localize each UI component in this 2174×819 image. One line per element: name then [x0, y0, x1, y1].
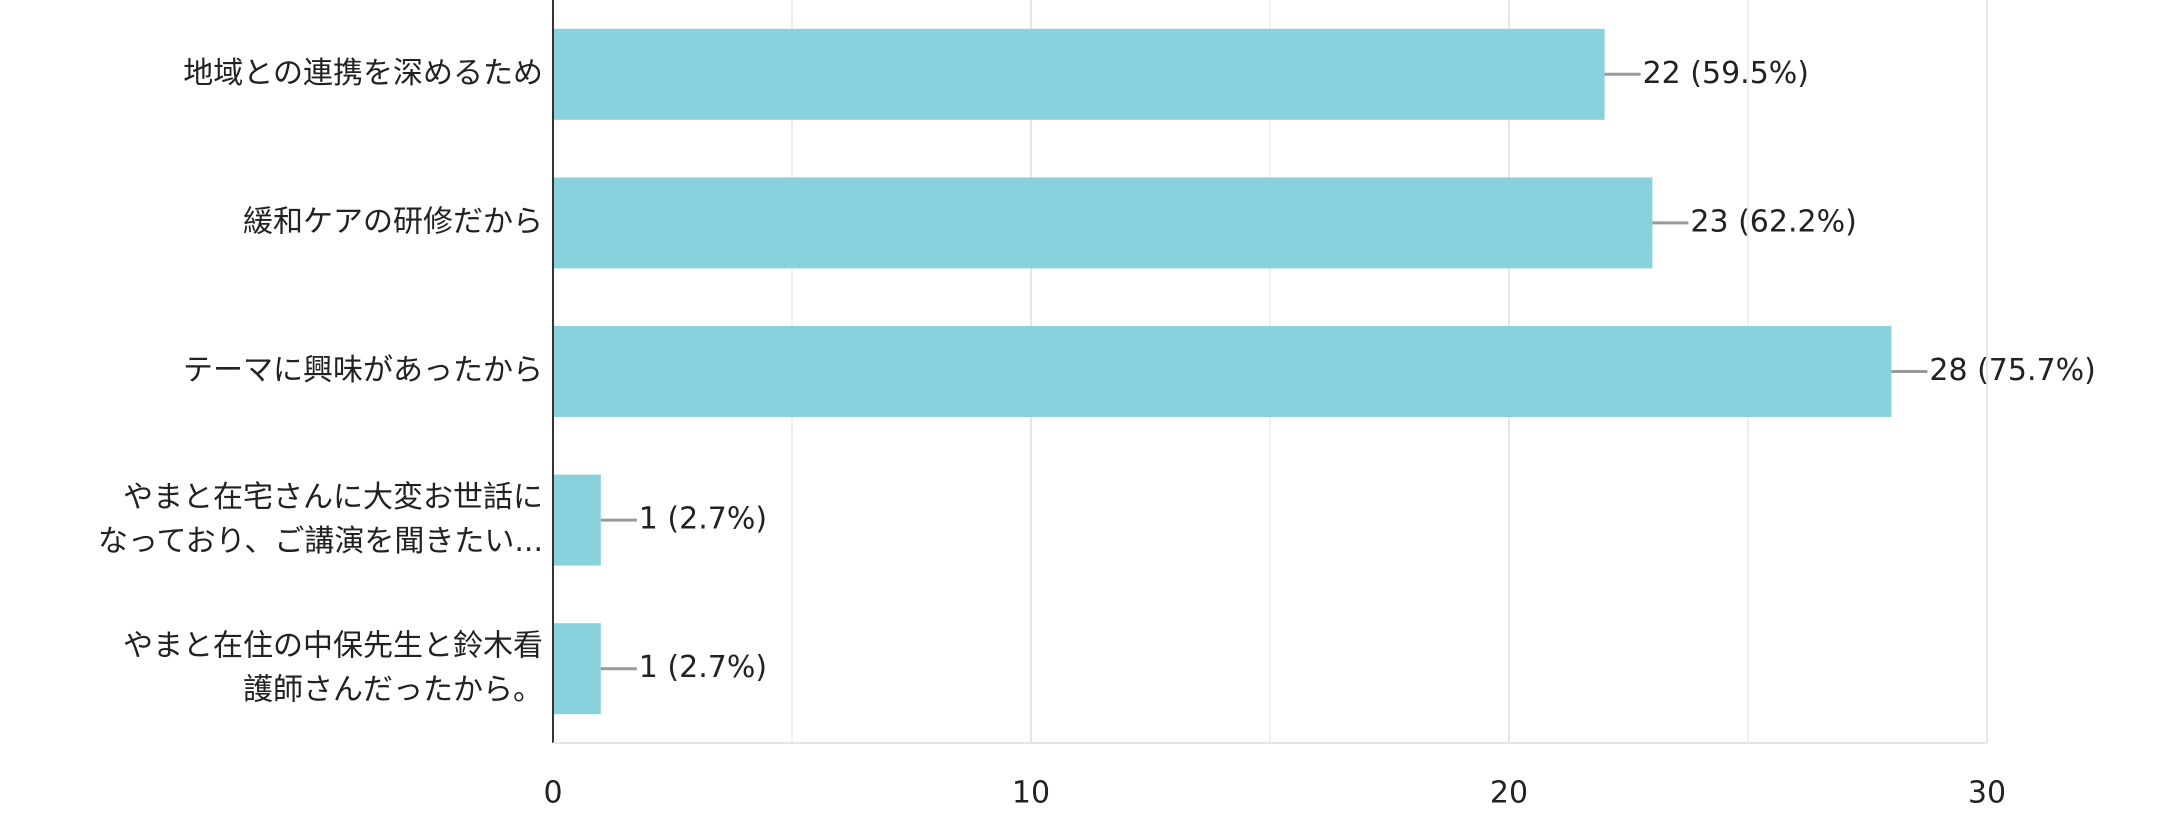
- bar: [553, 177, 1653, 269]
- value-label: 28 (75.7%): [1929, 353, 2095, 388]
- value-label: 1 (2.7%): [639, 502, 767, 537]
- value-label: 1 (2.7%): [639, 650, 767, 685]
- x-tick-label: 0: [543, 776, 562, 811]
- value-label: 22 (59.5%): [1643, 56, 1809, 91]
- y-tick-label: 地域との連携を深めるため: [183, 56, 543, 91]
- y-tick-label: やまと在住の中保先生と鈴木看護師さんだったから。: [123, 628, 543, 707]
- y-tick-label: やまと在宅さんに大変お世話になっており、ご講演を聞きたい...: [98, 480, 543, 559]
- bar: [553, 28, 1605, 120]
- x-tick-label: 20: [1490, 776, 1528, 811]
- x-tick-label: 30: [1968, 776, 2006, 811]
- x-tick-label: 10: [1012, 776, 1050, 811]
- bar: [553, 474, 601, 566]
- bar: [553, 623, 601, 715]
- y-tick-label: テーマに興味があったから: [183, 353, 543, 388]
- value-label: 23 (62.2%): [1690, 204, 1856, 239]
- y-tick-label: 緩和ケアの研修だから: [243, 204, 543, 239]
- bar: [553, 326, 1892, 417]
